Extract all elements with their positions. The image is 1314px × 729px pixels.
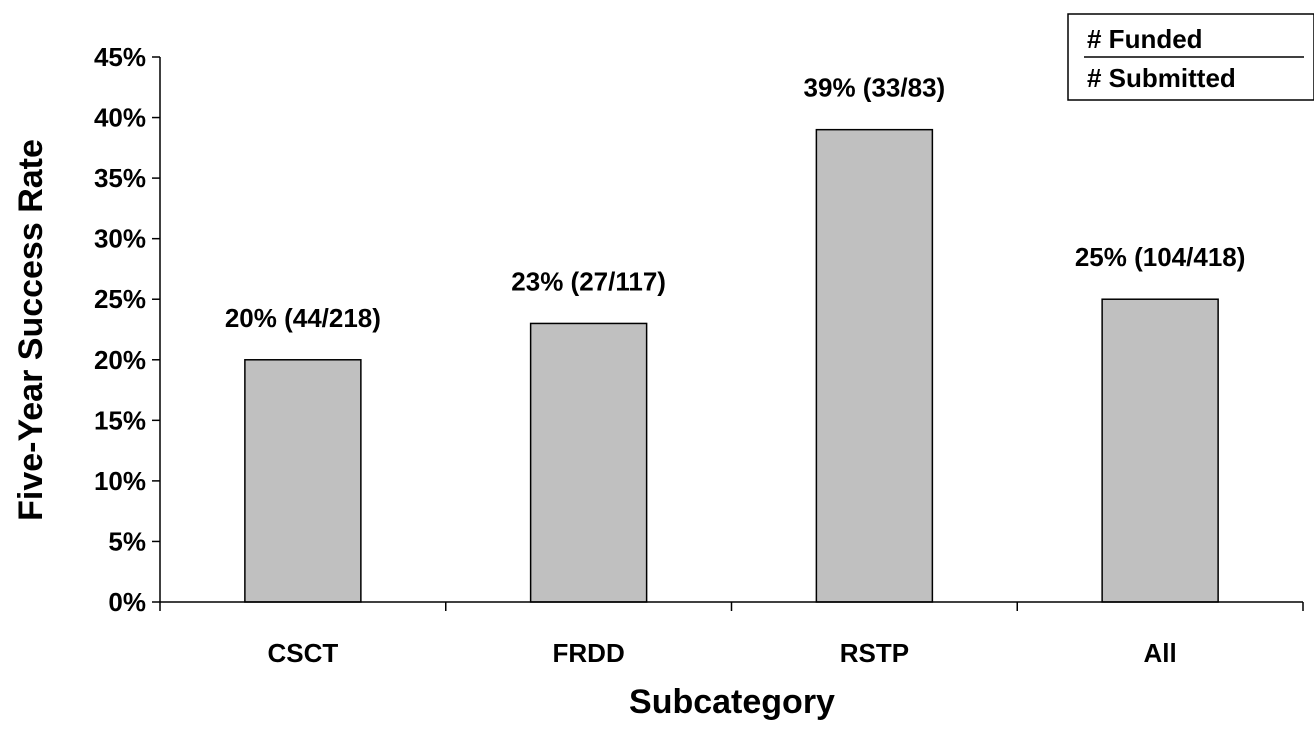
data-label-csct: 20% (44/218) — [225, 303, 381, 333]
y-axis-title: Five-Year Success Rate — [12, 139, 50, 521]
y-tick-label: 35% — [94, 163, 146, 193]
y-tick-label: 30% — [94, 224, 146, 254]
y-axis-ticks: 0% 5% 10% 15% 20% 25% 30% 35% 40% 45% — [94, 42, 160, 617]
bar-csct — [244, 359, 362, 603]
bar-frdd — [529, 322, 648, 603]
y-tick-label: 25% — [94, 284, 146, 314]
y-tick-label: 40% — [94, 103, 146, 133]
bar-all — [1101, 298, 1219, 603]
legend-submitted: # Submitted — [1087, 63, 1236, 93]
data-label-rstp: 39% (33/83) — [804, 73, 946, 103]
data-label-frdd: 23% (27/117) — [511, 266, 666, 296]
category-label-rstp: RSTP — [840, 638, 909, 668]
data-label-all: 25% (104/418) — [1075, 242, 1246, 272]
category-labels-group: CSCT FRDD RSTP All — [267, 638, 1176, 668]
y-tick-label: 45% — [94, 42, 146, 72]
data-labels-group: 20% (44/218) 23% (27/117) 39% (33/83) 25% (… — [225, 73, 1246, 333]
x-axis — [159, 602, 1304, 611]
category-label-frdd: FRDD — [553, 638, 625, 668]
y-tick-label: 20% — [94, 345, 146, 375]
y-tick-label: 15% — [94, 405, 146, 435]
category-label-csct: CSCT — [267, 638, 338, 668]
bar-rstp — [815, 128, 934, 603]
y-tick-label: 0% — [108, 587, 146, 617]
category-label-all: All — [1144, 638, 1177, 668]
legend: # Funded # Submitted — [1067, 13, 1314, 101]
y-tick-label: 10% — [94, 466, 146, 496]
legend-funded: # Funded — [1087, 24, 1203, 54]
y-tick-label: 5% — [108, 526, 146, 556]
bars-group — [244, 128, 1219, 603]
x-axis-title: Subcategory — [629, 683, 835, 721]
